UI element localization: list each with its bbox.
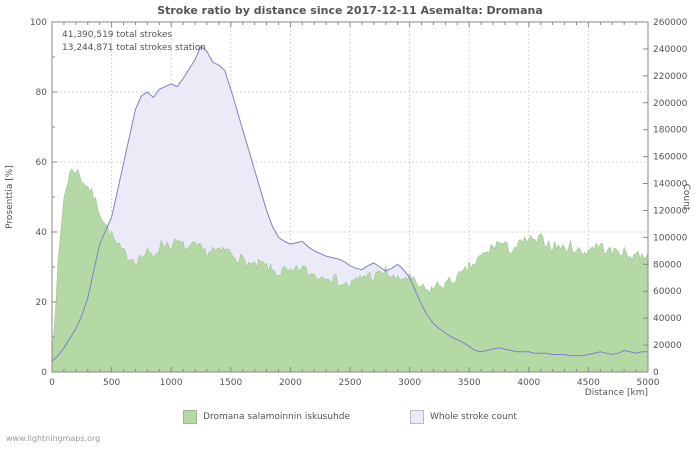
svg-text:180000: 180000	[653, 126, 688, 136]
watermark: www.lightningmaps.org	[6, 434, 101, 443]
svg-text:0: 0	[49, 378, 55, 388]
svg-text:40: 40	[36, 228, 48, 238]
svg-text:40000: 40000	[653, 314, 682, 324]
chart-title: Stroke ratio by distance since 2017-12-1…	[157, 4, 543, 17]
svg-text:100: 100	[30, 18, 47, 28]
svg-text:500: 500	[103, 378, 120, 388]
legend-label-count: Whole stroke count	[430, 412, 517, 422]
svg-text:5000: 5000	[637, 378, 660, 388]
svg-text:60000: 60000	[653, 287, 682, 297]
svg-text:240000: 240000	[653, 45, 688, 55]
svg-text:200000: 200000	[653, 99, 688, 109]
y-axis-label-right: Count	[681, 183, 691, 211]
legend-entry-ratio: Dromana salamoinnin iskusuhde	[183, 410, 350, 424]
svg-text:260000: 260000	[653, 18, 688, 28]
legend-label-ratio: Dromana salamoinnin iskusuhde	[203, 412, 351, 422]
svg-text:100000: 100000	[653, 233, 688, 243]
x-axis-label: Distance [km]	[584, 388, 648, 398]
legend: Dromana salamoinnin iskusuhde Whole stro…	[0, 410, 700, 424]
svg-text:20000: 20000	[653, 341, 682, 351]
svg-text:2000: 2000	[279, 378, 302, 388]
svg-text:80000: 80000	[653, 260, 682, 270]
svg-text:3500: 3500	[458, 378, 481, 388]
legend-swatch-count	[410, 410, 425, 424]
legend-entry-count: Whole stroke count	[410, 410, 517, 424]
legend-swatch-ratio	[183, 410, 198, 424]
svg-text:220000: 220000	[653, 72, 688, 82]
svg-text:1000: 1000	[160, 378, 183, 388]
svg-text:140000: 140000	[653, 180, 688, 190]
svg-text:3000: 3000	[398, 378, 421, 388]
annotation-line-2: 13,244,871 total strokes station	[62, 43, 207, 53]
svg-text:120000: 120000	[653, 206, 688, 216]
svg-text:4500: 4500	[577, 378, 600, 388]
svg-text:1500: 1500	[219, 378, 242, 388]
svg-text:80: 80	[36, 88, 48, 98]
total-strokes-annotation: 41,390,519 total strokes 13,244,871 tota…	[62, 29, 206, 55]
svg-text:160000: 160000	[653, 153, 688, 163]
annotation-line-1: 41,390,519 total strokes	[62, 30, 173, 40]
svg-text:0: 0	[41, 368, 47, 378]
y-axis-label-left: Prosenttia [%]	[5, 165, 15, 229]
svg-text:2500: 2500	[339, 378, 362, 388]
svg-text:20: 20	[36, 298, 48, 308]
svg-text:4000: 4000	[517, 378, 540, 388]
svg-text:60: 60	[36, 158, 48, 168]
svg-text:0: 0	[653, 368, 659, 378]
